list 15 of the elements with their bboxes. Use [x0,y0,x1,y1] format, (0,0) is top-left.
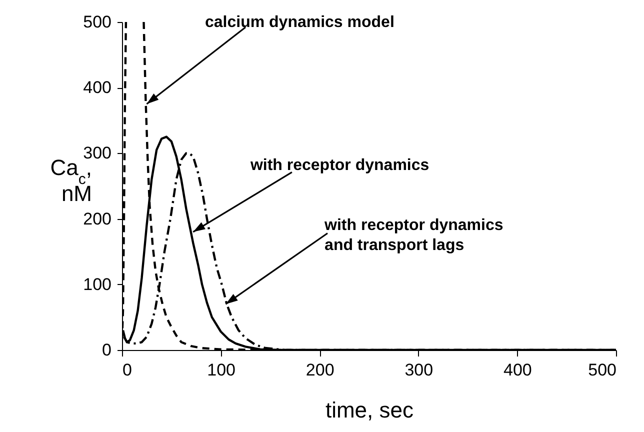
x-tick-label: 200 [306,360,334,380]
y-tick-label: 0 [102,340,112,360]
annotation: with receptor dynamics and transport lags [324,216,504,254]
x-tick-label: 300 [404,360,434,380]
x-axis-title: time, sec [325,398,414,422]
y-tick-label: 400 [83,78,112,98]
x-tick-label: 500 [588,360,616,380]
x-tick-label: 400 [504,360,532,380]
y-tick-label: 500 [83,12,112,32]
x-tick-label: 100 [207,360,236,380]
y-tick-label: 200 [83,209,112,228]
y-tick-label: 100 [83,274,112,294]
annotation: calcium dynamics model [204,14,394,32]
annotation: with receptor dynamics [249,157,430,174]
x-tick-label: 0 [122,360,132,380]
